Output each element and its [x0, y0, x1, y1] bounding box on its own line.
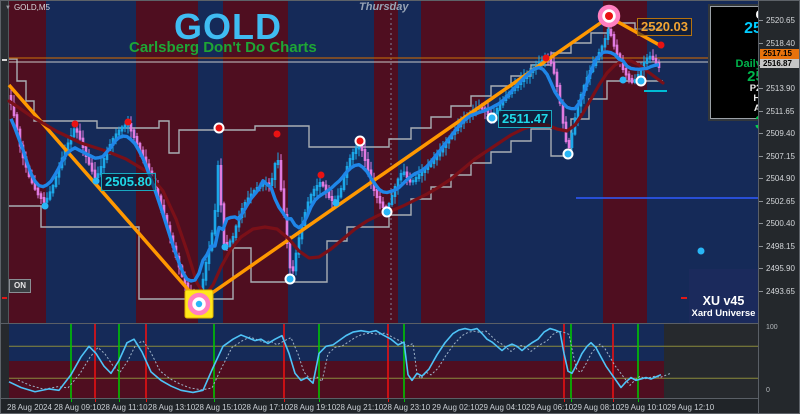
- price-axis-tick: [759, 246, 763, 247]
- price-axis-tick: [759, 178, 763, 179]
- price-axis[interactable]: 2520.652518.402516.152513.902511.652509.…: [758, 1, 799, 413]
- time-axis-signal-tick: [319, 399, 320, 402]
- time-axis-signal-tick: [71, 399, 72, 402]
- price-tag-mid[interactable]: 2511.47: [498, 110, 553, 128]
- time-axis-signal-tick: [214, 399, 215, 402]
- time-axis-signal-tick: [571, 399, 572, 402]
- price-axis-label: 2520.65: [766, 16, 795, 25]
- price-axis-tick: [759, 156, 763, 157]
- time-axis-label: 29 Aug 12:10: [667, 403, 715, 412]
- indicator-lower-zone: [9, 361, 664, 398]
- main-chart-canvas[interactable]: [1, 1, 758, 323]
- session-stripes: [9, 1, 758, 323]
- signal-markers: [41, 4, 705, 319]
- indicator-signal-line: [17, 330, 671, 391]
- chevron-down-icon: ▼: [5, 4, 11, 11]
- indicator-scale-label: 100: [766, 324, 778, 331]
- time-axis-label: 28 Aug 09:10: [54, 403, 102, 412]
- price-tag-high[interactable]: 2520.03: [637, 18, 692, 36]
- time-axis-signal-tick: [119, 399, 120, 402]
- time-axis-label: 28 Aug 17:10: [242, 403, 290, 412]
- edge-mark: [2, 59, 7, 61]
- price-axis-label: 2493.65: [766, 287, 795, 296]
- time-axis[interactable]: 28 Aug 2024 28 Aug 09:10 28 Aug 11:10 28 Au…: [1, 398, 758, 413]
- fast-ma-line: [9, 50, 660, 283]
- price-axis-tick: [759, 223, 763, 224]
- zigzag-trendline: [7, 15, 664, 304]
- price-axis-tick: [759, 20, 763, 21]
- price-axis-tick: [759, 133, 763, 134]
- stochastic-indicator-canvas[interactable]: [1, 323, 758, 398]
- time-axis-signal-tick: [564, 399, 565, 402]
- price-axis-tick: [759, 291, 763, 292]
- price-axis-label: 2509.40: [766, 129, 795, 138]
- price-axis-tick: [759, 268, 763, 269]
- price-axis-label: 2502.65: [766, 197, 795, 206]
- time-axis-label: 29 Aug 02:10: [432, 403, 480, 412]
- time-axis-label: 28 Aug 13:10: [148, 403, 196, 412]
- time-axis-label: 28 Aug 15:10: [195, 403, 243, 412]
- time-axis-label: 28 Aug 11:10: [101, 403, 148, 412]
- price-axis-tick: [759, 43, 763, 44]
- price-axis-label: 2495.90: [766, 264, 795, 273]
- time-axis-signal-tick: [613, 399, 614, 402]
- price-axis-tick: [759, 88, 763, 89]
- price-axis-label: 2498.15: [766, 242, 795, 251]
- time-axis-label: 28 Aug 2024: [7, 403, 52, 412]
- time-axis-label: 28 Aug 19:10: [289, 403, 337, 412]
- price-tag-low[interactable]: 2505.80: [101, 173, 156, 191]
- time-axis-signal-tick: [284, 399, 285, 402]
- day-separator-label: Thursday: [359, 1, 409, 13]
- time-axis-signal-tick: [146, 399, 147, 402]
- symbol-timeframe-label: GOLD,M5: [13, 3, 50, 12]
- time-axis-signal-tick: [95, 399, 96, 402]
- time-axis-label: 29 Aug 06:10: [526, 403, 574, 412]
- time-axis-signal-tick: [404, 399, 405, 402]
- time-axis-label: 29 Aug 08:10: [573, 403, 621, 412]
- time-axis-signal-tick: [388, 399, 389, 402]
- time-axis-label: 29 Aug 04:10: [479, 403, 527, 412]
- edge-mark: [2, 297, 7, 299]
- xu-version-panel: XU v45 Xard Universe: [689, 269, 758, 323]
- ask-price-badge: 2517.15: [760, 49, 799, 59]
- price-axis-label: 2504.90: [766, 174, 795, 183]
- indicator-main-line: [8, 327, 662, 394]
- time-axis-label: 28 Aug 23:10: [383, 403, 431, 412]
- xu-brand-label: Xard Universe: [691, 308, 756, 319]
- time-axis-label: 28 Aug 21:10: [336, 403, 384, 412]
- price-axis-label: 2507.15: [766, 152, 795, 161]
- red-tick-mark: [681, 297, 687, 299]
- xu-version-label: XU v45: [702, 294, 745, 308]
- indicator-scale-label: 0: [766, 387, 770, 394]
- bid-price-badge: 2516.87: [760, 58, 799, 68]
- chart-left-border: [1, 1, 9, 398]
- price-axis-label: 2500.40: [766, 219, 795, 228]
- time-axis-signal-tick: [638, 399, 639, 402]
- price-axis-label: 2511.65: [766, 107, 795, 116]
- price-axis-label: 2513.90: [766, 84, 795, 93]
- price-axis-tick: [759, 201, 763, 202]
- symbol-dropdown[interactable]: ▼ GOLD,M5: [5, 3, 50, 12]
- time-axis-label: 29 Aug 10:10: [620, 403, 668, 412]
- price-axis-tick: [759, 111, 763, 112]
- on-button[interactable]: ON: [9, 279, 31, 293]
- price-axis-label: 2518.40: [766, 39, 795, 48]
